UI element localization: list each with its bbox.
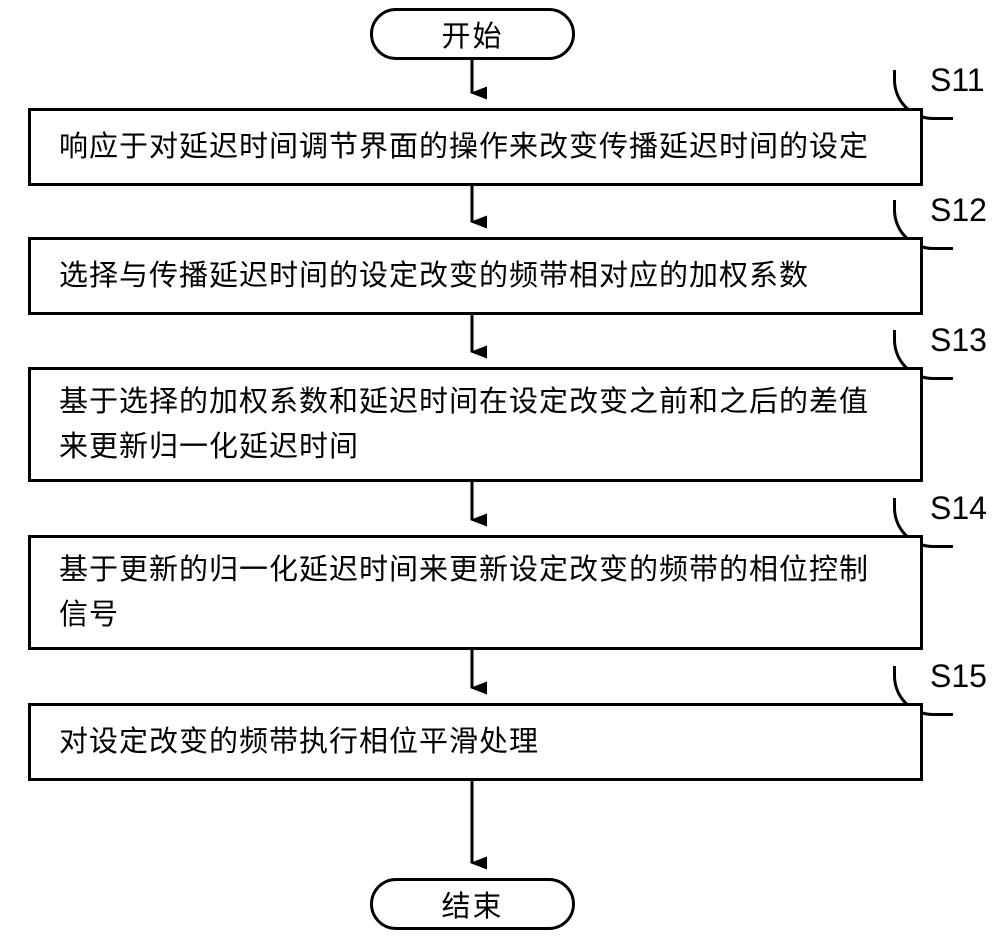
process-s13-text: 基于选择的加权系数和延迟时间在设定改变之前和之后的差值来更新归一化延迟时间 — [59, 380, 892, 470]
terminator-start: 开始 — [370, 8, 575, 60]
process-s14-text: 基于更新的归一化延迟时间来更新设定改变的频带的相位控制信号 — [59, 548, 892, 638]
process-s14: 基于更新的归一化延迟时间来更新设定改变的频带的相位控制信号 — [28, 535, 923, 650]
process-s15: 对设定改变的频带执行相位平滑处理 — [28, 703, 923, 781]
process-s11: 响应于对延迟时间调节界面的操作来改变传播延迟时间的设定 — [28, 108, 923, 186]
terminator-start-label: 开始 — [441, 13, 503, 55]
terminator-end: 结束 — [370, 878, 575, 930]
process-s11-text: 响应于对延迟时间调节界面的操作来改变传播延迟时间的设定 — [59, 125, 869, 170]
process-s12: 选择与传播延迟时间的设定改变的频带相对应的加权系数 — [28, 237, 923, 315]
process-s12-text: 选择与传播延迟时间的设定改变的频带相对应的加权系数 — [59, 254, 809, 299]
process-s15-text: 对设定改变的频带执行相位平滑处理 — [59, 720, 539, 765]
process-s13: 基于选择的加权系数和延迟时间在设定改变之前和之后的差值来更新归一化延迟时间 — [28, 367, 923, 482]
flowchart-canvas: 开始 S11 响应于对延迟时间调节界面的操作来改变传播延迟时间的设定 S12 选… — [0, 0, 1000, 939]
terminator-end-label: 结束 — [441, 883, 503, 925]
